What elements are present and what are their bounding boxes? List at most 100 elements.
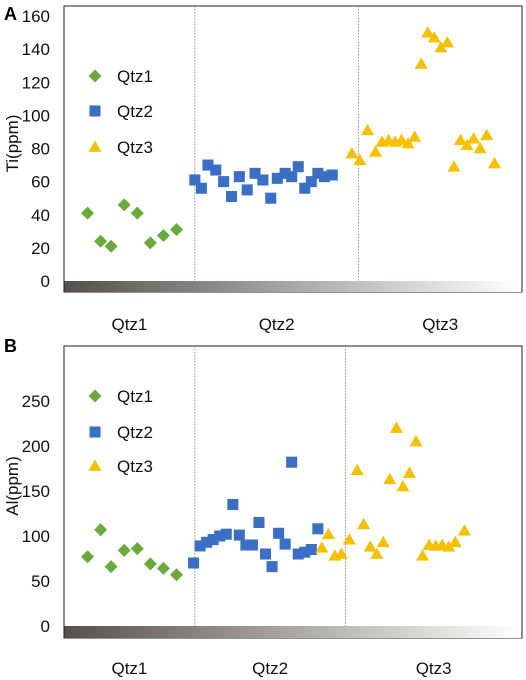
y-tick-label: 250 — [22, 392, 50, 411]
data-point — [143, 557, 157, 571]
data-point — [305, 176, 317, 188]
data-point — [460, 138, 474, 151]
legend-label: Qtz3 — [117, 457, 153, 476]
data-point — [440, 36, 454, 48]
y-tick-label: 50 — [31, 572, 50, 591]
data-point — [143, 236, 157, 250]
y-tick-label: 150 — [22, 482, 50, 501]
data-point — [315, 541, 329, 553]
data-point — [299, 182, 311, 194]
data-point — [210, 164, 222, 176]
y-axis-label: Ti(ppm) — [3, 115, 22, 173]
data-point — [273, 527, 285, 539]
legend-entry: Qtz2 — [89, 102, 153, 121]
data-point — [389, 421, 403, 433]
legend-label: Qtz2 — [117, 102, 153, 121]
data-point — [104, 239, 118, 253]
data-point — [488, 156, 502, 169]
data-point — [156, 561, 170, 575]
data-point — [195, 182, 207, 194]
series-Qtz1 — [81, 523, 184, 582]
data-point — [266, 561, 278, 573]
data-point — [368, 145, 382, 157]
data-point — [279, 167, 291, 179]
data-point — [117, 198, 131, 212]
data-point — [334, 547, 348, 559]
data-point — [457, 524, 471, 536]
x-category-label: Qtz2 — [252, 659, 288, 678]
data-point — [312, 523, 324, 535]
data-point — [408, 130, 422, 142]
data-point — [249, 167, 261, 179]
data-point — [104, 560, 118, 574]
data-point — [233, 529, 245, 541]
series-Qtz3 — [315, 421, 471, 561]
series-Qtz1 — [81, 198, 184, 253]
data-point — [233, 171, 245, 183]
data-point — [225, 191, 238, 203]
data-point — [257, 174, 269, 186]
data-point — [286, 456, 298, 468]
data-point — [402, 466, 416, 478]
legend-label: Qtz1 — [117, 67, 153, 86]
gradient-bar — [64, 281, 522, 292]
series-Qtz3 — [345, 26, 502, 172]
panel-letter: B — [4, 336, 17, 356]
data-point — [342, 533, 356, 545]
data-point — [401, 137, 415, 149]
data-point — [170, 223, 184, 237]
panel-B: B 0 50 100 150 200 250 Al(ppm) Qtz1 Qtz2 Qtz3 Qtz1 Q… — [3, 336, 523, 678]
data-point — [361, 123, 375, 136]
data-point — [271, 172, 283, 184]
data-point — [189, 174, 201, 186]
data-point — [376, 535, 390, 548]
data-point — [326, 169, 338, 181]
y-tick-label: 140 — [22, 40, 50, 59]
legend-entry: Qtz1 — [88, 67, 153, 86]
data-point — [357, 517, 371, 530]
y-tick-label: 0 — [41, 617, 50, 636]
data-point — [201, 536, 213, 548]
legend-label: Qtz3 — [117, 138, 153, 157]
data-point — [279, 538, 291, 550]
legend-marker — [88, 69, 102, 83]
y-tick-label: 20 — [31, 239, 50, 258]
x-category-label: Qtz2 — [259, 315, 295, 334]
data-point — [286, 171, 298, 183]
data-point — [246, 539, 258, 551]
panel-A: A 0 20 40 60 80 100 120 140 160 Ti(ppm) Qtz1 Qtz2 Qtz… — [3, 4, 523, 334]
data-point — [442, 540, 456, 552]
data-point — [434, 40, 448, 53]
data-point — [305, 543, 317, 556]
data-point — [94, 234, 108, 248]
data-point — [259, 548, 272, 560]
data-point — [453, 133, 467, 146]
data-point — [350, 463, 364, 476]
data-point — [318, 171, 330, 183]
data-point — [480, 128, 494, 141]
data-point — [292, 548, 304, 560]
data-point — [170, 568, 184, 582]
y-tick-label: 40 — [31, 206, 50, 225]
data-point — [220, 528, 232, 540]
series-Qtz2 — [188, 456, 324, 573]
data-point — [188, 557, 200, 569]
data-point — [353, 153, 367, 165]
y-tick-label: 100 — [22, 527, 50, 546]
y-axis-label: Al(ppm) — [3, 456, 22, 516]
legend-entry: Qtz1 — [88, 387, 153, 406]
x-category-label: Qtz1 — [111, 315, 147, 334]
data-point — [421, 26, 435, 38]
legend-label: Qtz1 — [117, 387, 153, 406]
data-point — [81, 550, 95, 564]
y-tick-label: 120 — [22, 73, 50, 92]
legend-marker — [88, 140, 102, 152]
data-point — [312, 167, 324, 179]
data-point — [241, 184, 253, 196]
data-point — [345, 146, 359, 159]
data-point — [130, 542, 144, 556]
data-point — [447, 160, 461, 172]
data-point — [156, 228, 170, 242]
legend-label: Qtz2 — [117, 423, 153, 442]
